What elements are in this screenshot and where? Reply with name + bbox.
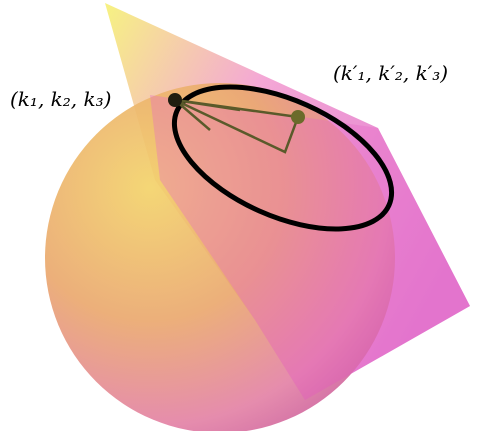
diagram: (k₁, k₂, k₃) (k′₁, k′₂, k′₃) (0, 0, 481, 431)
label-b: (k′₁, k′₂, k′₃) (333, 61, 448, 85)
point-b (291, 110, 305, 124)
point-a (168, 93, 182, 107)
label-a: (k₁, k₂, k₃) (10, 87, 111, 111)
